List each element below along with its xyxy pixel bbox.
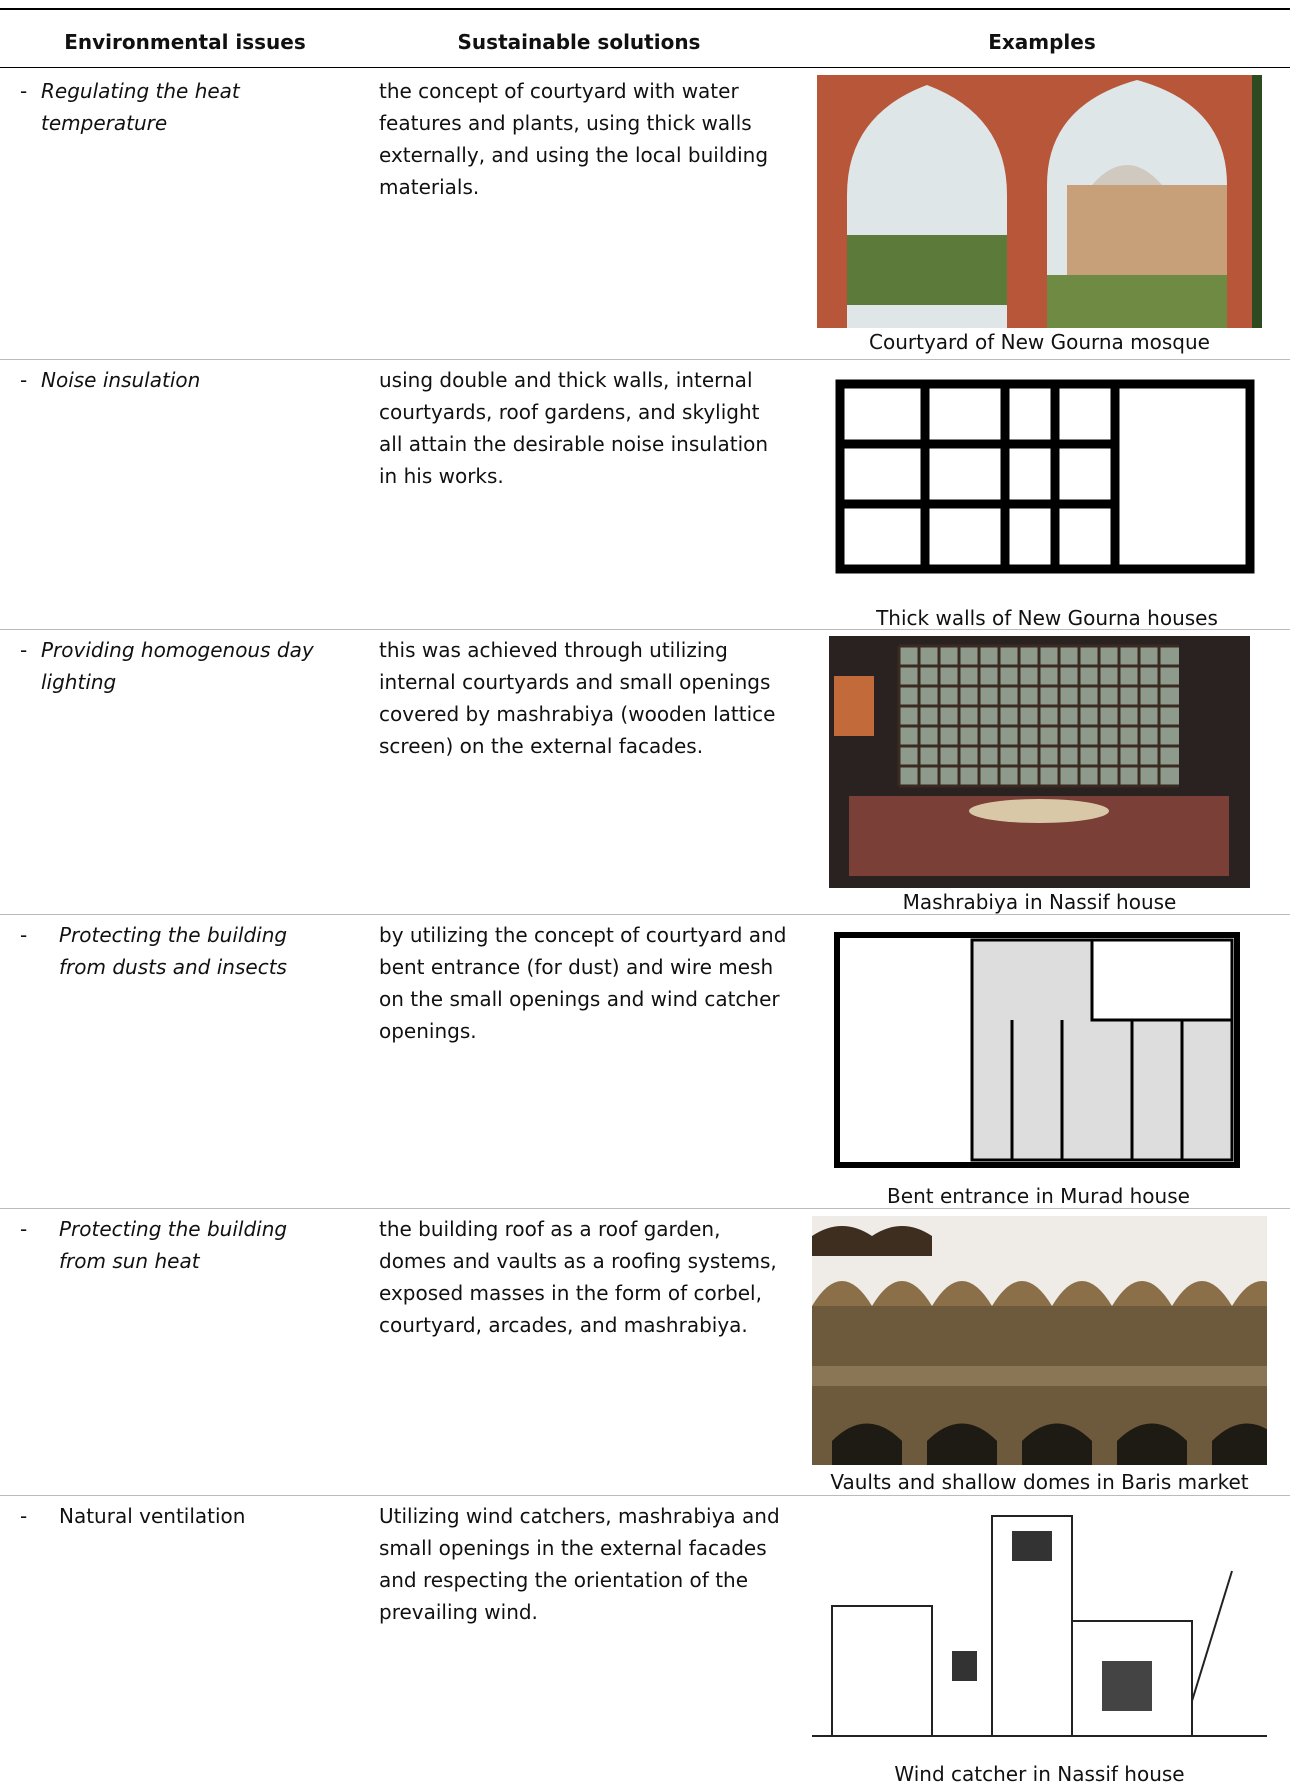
row-rule — [0, 914, 1290, 915]
bullet: - — [20, 638, 28, 662]
caption: Wind catcher in Nassif house — [894, 1762, 1185, 1786]
example-image — [812, 1511, 1267, 1754]
solution: by utilizing the concept of courtyard an… — [379, 923, 787, 1043]
header-cell: Environmental issues — [64, 30, 306, 54]
caption: Courtyard of New Gourna mosque — [869, 330, 1210, 354]
issue: Regulating the heat temperature — [41, 79, 240, 135]
solution: the concept of courtyard with water feat… — [379, 79, 769, 199]
header-cell: Sustainable solutions — [457, 30, 701, 54]
bullet: - — [20, 368, 28, 392]
solution: this was achieved through utilizing inte… — [379, 638, 776, 758]
header-cell: Examples — [988, 30, 1096, 54]
solution: using double and thick walls, internal c… — [379, 368, 769, 488]
solution: the building roof as a roof garden, dome… — [379, 1217, 777, 1337]
header-rule — [0, 67, 1290, 68]
issue: Protecting the building from sun heat — [59, 1217, 288, 1273]
bullet: - — [20, 923, 28, 947]
issue: Noise insulation — [41, 368, 201, 392]
example-image — [832, 930, 1245, 1173]
caption: Bent entrance in Murad house — [887, 1184, 1190, 1208]
row-rule — [0, 1208, 1290, 1209]
issue: Natural ventilation — [59, 1504, 246, 1528]
solution: Utilizing wind catchers, mashrabiya and … — [379, 1504, 780, 1624]
row-rule — [0, 1495, 1290, 1496]
bullet: - — [20, 1504, 28, 1528]
example-image — [817, 75, 1262, 328]
bullet: - — [20, 79, 28, 103]
top-rule — [0, 8, 1290, 10]
bullet: - — [20, 1217, 28, 1241]
row-rule — [0, 629, 1290, 630]
example-image — [812, 1216, 1267, 1465]
caption: Thick walls of New Gourna houses — [876, 606, 1218, 630]
row-rule — [0, 359, 1290, 360]
example-image — [829, 636, 1250, 888]
caption: Mashrabiya in Nassif house — [902, 890, 1177, 914]
example-image — [815, 364, 1279, 600]
issue: Providing homogenous day lighting — [41, 638, 314, 694]
issue: Protecting the building from dusts and i… — [59, 923, 288, 979]
caption: Vaults and shallow domes in Baris market — [830, 1470, 1249, 1494]
